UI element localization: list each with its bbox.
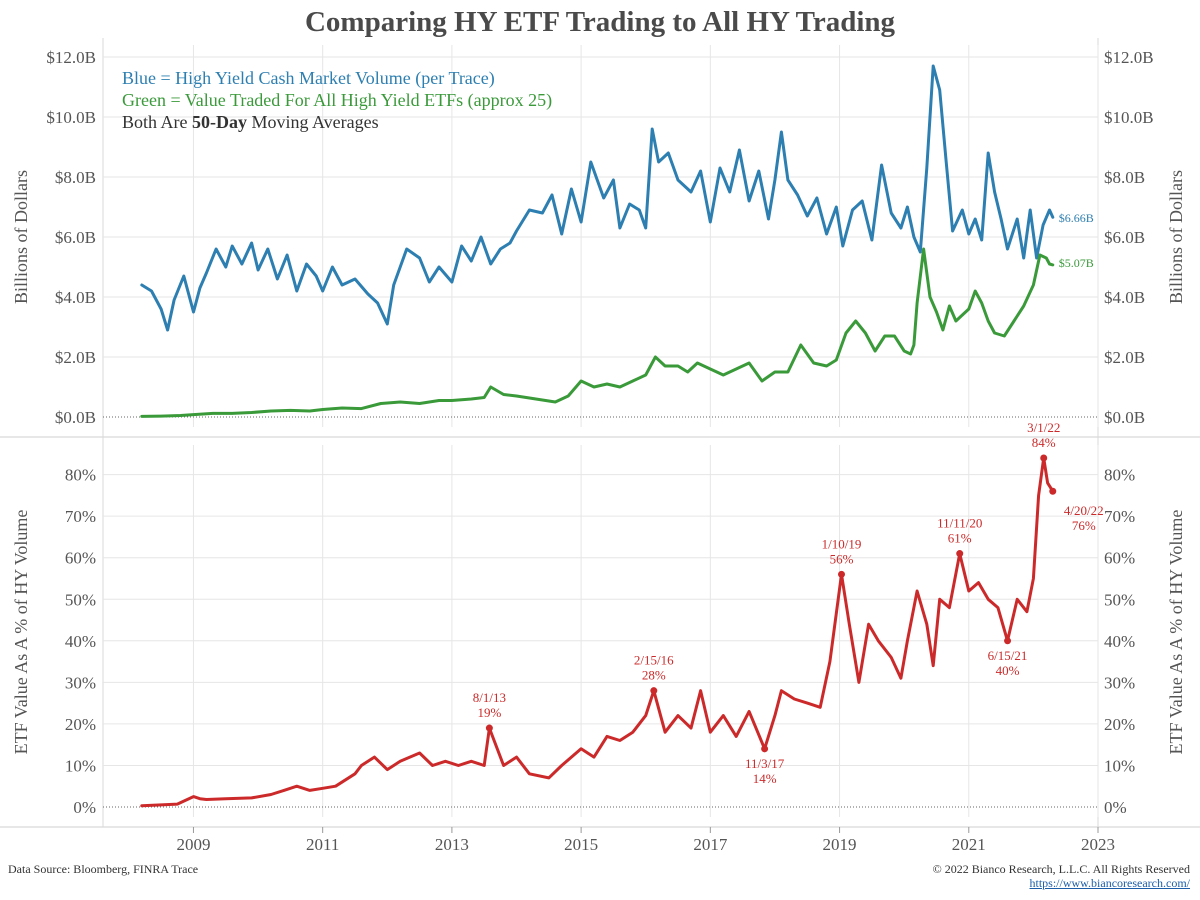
annotation-date: 6/15/21	[988, 648, 1028, 663]
annotation-value: 14%	[753, 771, 777, 786]
bottom-y-tick-right: 40%	[1104, 632, 1135, 651]
annotation-date: 11/11/20	[937, 516, 982, 531]
data-source: Data Source: Bloomberg, FINRA Trace	[8, 862, 199, 876]
annotation-date: 3/1/22	[1027, 420, 1060, 435]
green-end-label: $5.07B	[1059, 256, 1094, 270]
top-y-tick-left: $6.0B	[55, 228, 96, 247]
legend-ma-suffix: Moving Averages	[247, 112, 379, 132]
annotation-dot	[761, 745, 769, 753]
chart-title: Comparing HY ETF Trading to All HY Tradi…	[304, 6, 896, 38]
x-tick-label: 2017	[693, 835, 728, 854]
annotation-value: 56%	[830, 551, 854, 566]
annotation-value: 28%	[642, 668, 666, 683]
x-tick-label: 2023	[1081, 835, 1115, 854]
x-tick-label: 2021	[952, 835, 986, 854]
top-y-tick-right: $4.0B	[1104, 288, 1145, 307]
legend-green: Green = Value Traded For All High Yield …	[122, 90, 553, 110]
blue-end-label: $6.66B	[1059, 211, 1094, 225]
bottom-y-tick-right: 20%	[1104, 715, 1135, 734]
x-tick-label: 2013	[435, 835, 469, 854]
legend-box: Blue = High Yield Cash Market Volume (pe…	[122, 67, 552, 133]
annotation-dot	[1004, 637, 1012, 645]
bottom-y-tick-right: 80%	[1104, 466, 1135, 485]
top-y-axis-title-right: Billions of Dollars	[1166, 170, 1186, 304]
legend-moving-average: Both Are 50-Day Moving Averages	[122, 111, 552, 133]
annotation-dot	[956, 550, 964, 558]
annotation-value: 61%	[948, 531, 972, 546]
bottom-y-tick-right: 30%	[1104, 673, 1135, 692]
bottom-y-axis-title-left: ETF Value As A % of HY Volume	[11, 510, 31, 755]
x-tick-label: 2019	[823, 835, 857, 854]
bottom-y-tick-left: 80%	[65, 466, 96, 485]
top-y-tick-right: $10.0B	[1104, 108, 1154, 127]
top-y-tick-left: $12.0B	[46, 48, 96, 67]
hy-etf-value-line	[140, 247, 1055, 418]
bottom-y-tick-right: 60%	[1104, 549, 1135, 568]
top-y-tick-left: $2.0B	[55, 348, 96, 367]
x-tick-label: 2009	[176, 835, 210, 854]
website-link[interactable]: https://www.biancoresearch.com/	[1029, 876, 1190, 890]
annotation-date: 1/10/19	[822, 536, 862, 551]
annotation-dot	[1049, 487, 1057, 495]
annotation-date: 11/3/17	[745, 756, 785, 771]
hy-cash-volume-line	[140, 64, 1055, 332]
top-y-tick-right: $0.0B	[1104, 408, 1145, 427]
top-y-tick-left: $0.0B	[55, 408, 96, 427]
bottom-y-tick-left: 0%	[73, 798, 96, 817]
top-y-tick-left: $4.0B	[55, 288, 96, 307]
annotation-date: 4/20/22	[1064, 503, 1104, 518]
bottom-y-tick-left: 30%	[65, 673, 96, 692]
bottom-y-tick-right: 0%	[1104, 798, 1127, 817]
annotation-value: 40%	[996, 663, 1020, 678]
bottom-y-tick-right: 10%	[1104, 756, 1135, 775]
bottom-y-tick-left: 70%	[65, 507, 96, 526]
top-y-tick-right: $2.0B	[1104, 348, 1145, 367]
annotation-dot	[650, 687, 658, 695]
x-tick-label: 2015	[564, 835, 598, 854]
top-y-tick-left: $8.0B	[55, 168, 96, 187]
bottom-y-tick-left: 10%	[65, 756, 96, 775]
top-y-tick-left: $10.0B	[46, 108, 96, 127]
annotation-date: 8/1/13	[473, 690, 506, 705]
top-y-tick-right: $12.0B	[1104, 48, 1154, 67]
x-tick-label: 2011	[306, 835, 339, 854]
top-y-axis-title-left: Billions of Dollars	[11, 170, 31, 304]
bottom-y-tick-left: 60%	[65, 549, 96, 568]
legend-ma-bold: 50-Day	[192, 112, 247, 132]
copyright: © 2022 Bianco Research, L.L.C. All Right…	[932, 862, 1190, 876]
annotation-value: 19%	[477, 705, 501, 720]
bottom-y-tick-left: 50%	[65, 590, 96, 609]
etf-percent-line	[140, 456, 1055, 808]
bottom-y-tick-left: 20%	[65, 715, 96, 734]
annotation-value: 76%	[1072, 518, 1096, 533]
bottom-y-tick-right: 70%	[1104, 507, 1135, 526]
legend-ma-prefix: Both Are	[122, 112, 192, 132]
annotation-dot	[837, 570, 845, 578]
legend-blue: Blue = High Yield Cash Market Volume (pe…	[122, 68, 495, 88]
top-y-tick-right: $6.0B	[1104, 228, 1145, 247]
annotation-dot	[1040, 454, 1048, 462]
top-y-tick-right: $8.0B	[1104, 168, 1145, 187]
annotation-dot	[485, 724, 493, 732]
annotation-value: 84%	[1032, 435, 1056, 450]
footer-right: © 2022 Bianco Research, L.L.C. All Right…	[933, 862, 1190, 890]
annotation-date: 2/15/16	[634, 653, 674, 668]
bottom-y-axis-title-right: ETF Value As A % of HY Volume	[1166, 510, 1186, 755]
bottom-y-tick-right: 50%	[1104, 590, 1135, 609]
bottom-y-tick-left: 40%	[65, 632, 96, 651]
